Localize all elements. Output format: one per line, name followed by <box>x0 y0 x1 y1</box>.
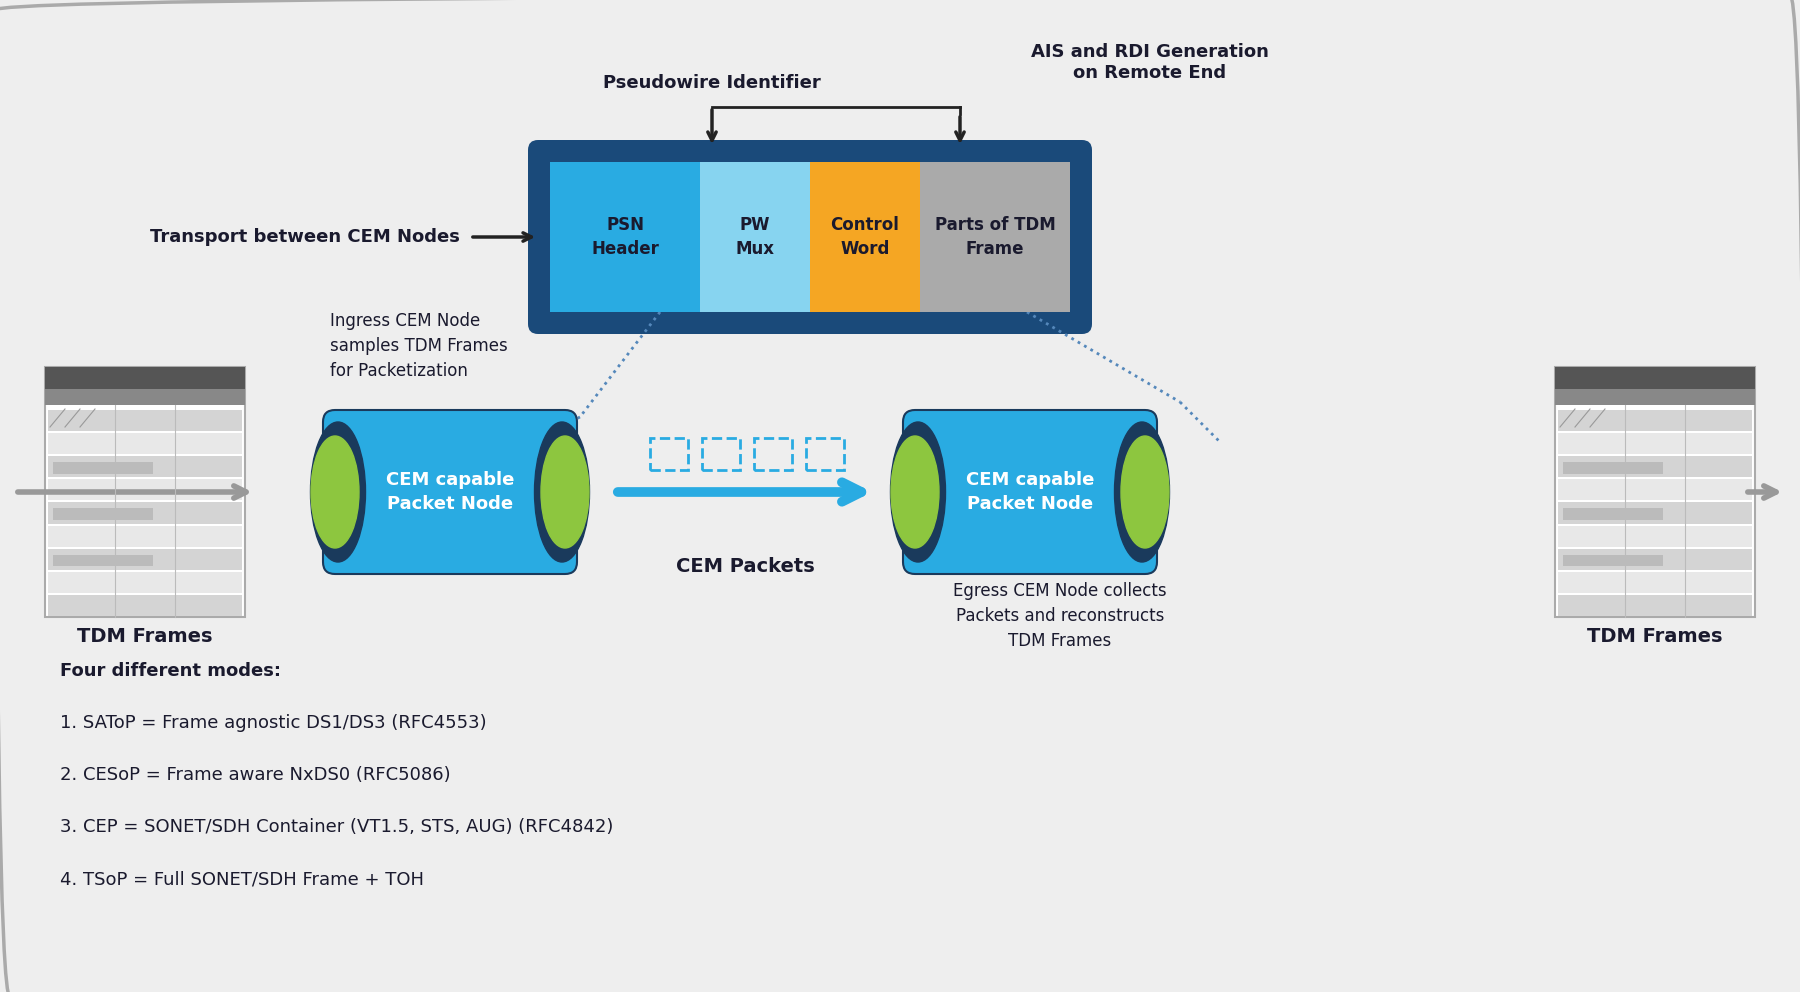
Ellipse shape <box>891 436 940 548</box>
Text: Egress CEM Node collects
Packets and reconstructs
TDM Frames: Egress CEM Node collects Packets and rec… <box>954 582 1166 650</box>
Text: Ingress CEM Node
samples TDM Frames
for Packetization: Ingress CEM Node samples TDM Frames for … <box>329 312 508 380</box>
Bar <box>810 162 920 312</box>
FancyBboxPatch shape <box>1559 549 1751 569</box>
FancyBboxPatch shape <box>1555 367 1755 617</box>
FancyBboxPatch shape <box>1559 456 1751 477</box>
Text: PSN
Header: PSN Header <box>590 216 659 258</box>
FancyBboxPatch shape <box>49 502 241 524</box>
FancyBboxPatch shape <box>1562 508 1663 520</box>
Text: Control
Word: Control Word <box>830 216 900 258</box>
Text: 2. CESoP = Frame aware NxDS0 (RFC5086): 2. CESoP = Frame aware NxDS0 (RFC5086) <box>59 766 450 784</box>
Text: Transport between CEM Nodes: Transport between CEM Nodes <box>149 228 459 246</box>
Ellipse shape <box>311 436 358 548</box>
Bar <box>920 162 1069 312</box>
FancyBboxPatch shape <box>1562 462 1663 474</box>
Bar <box>551 162 700 312</box>
FancyBboxPatch shape <box>322 410 578 574</box>
FancyBboxPatch shape <box>1559 526 1751 547</box>
FancyBboxPatch shape <box>49 434 241 454</box>
Text: PW
Mux: PW Mux <box>736 216 774 258</box>
Bar <box>702 438 740 470</box>
Ellipse shape <box>535 422 590 562</box>
Text: TDM Frames: TDM Frames <box>77 627 212 646</box>
FancyBboxPatch shape <box>1555 389 1755 405</box>
FancyBboxPatch shape <box>1559 479 1751 500</box>
Text: AIS and RDI Generation
on Remote End: AIS and RDI Generation on Remote End <box>1031 44 1269 82</box>
FancyBboxPatch shape <box>52 555 153 566</box>
FancyBboxPatch shape <box>45 367 245 389</box>
Text: CEM Packets: CEM Packets <box>675 557 814 576</box>
FancyBboxPatch shape <box>49 549 241 569</box>
FancyBboxPatch shape <box>52 508 153 520</box>
Text: TDM Frames: TDM Frames <box>1588 627 1723 646</box>
Text: 1. SAToP = Frame agnostic DS1/DS3 (RFC4553): 1. SAToP = Frame agnostic DS1/DS3 (RFC45… <box>59 714 486 732</box>
FancyBboxPatch shape <box>904 410 1157 574</box>
FancyBboxPatch shape <box>52 462 153 474</box>
FancyBboxPatch shape <box>1555 367 1755 389</box>
FancyBboxPatch shape <box>1559 595 1751 616</box>
FancyBboxPatch shape <box>1559 502 1751 524</box>
FancyBboxPatch shape <box>49 526 241 547</box>
Ellipse shape <box>1121 436 1168 548</box>
FancyBboxPatch shape <box>1559 434 1751 454</box>
FancyBboxPatch shape <box>49 595 241 616</box>
FancyBboxPatch shape <box>1559 571 1751 593</box>
FancyBboxPatch shape <box>45 389 245 405</box>
Text: Four different modes:: Four different modes: <box>59 662 281 680</box>
FancyBboxPatch shape <box>49 456 241 477</box>
FancyBboxPatch shape <box>45 367 245 617</box>
Bar <box>650 438 688 470</box>
FancyBboxPatch shape <box>1562 555 1663 566</box>
Ellipse shape <box>542 436 589 548</box>
Text: 3. CEP = SONET/SDH Container (VT1.5, STS, AUG) (RFC4842): 3. CEP = SONET/SDH Container (VT1.5, STS… <box>59 818 614 836</box>
FancyBboxPatch shape <box>1559 410 1751 432</box>
Ellipse shape <box>310 422 365 562</box>
FancyBboxPatch shape <box>49 571 241 593</box>
Ellipse shape <box>891 422 945 562</box>
Bar <box>700 162 810 312</box>
Text: CEM capable
Packet Node: CEM capable Packet Node <box>385 471 515 513</box>
Text: Pseudowire Identifier: Pseudowire Identifier <box>603 74 821 92</box>
FancyBboxPatch shape <box>527 140 1093 334</box>
Text: 4. TSoP = Full SONET/SDH Frame + TOH: 4. TSoP = Full SONET/SDH Frame + TOH <box>59 870 425 888</box>
Bar <box>754 438 792 470</box>
Text: Parts of TDM
Frame: Parts of TDM Frame <box>934 216 1055 258</box>
Ellipse shape <box>1114 422 1170 562</box>
Text: CEM capable
Packet Node: CEM capable Packet Node <box>967 471 1094 513</box>
FancyBboxPatch shape <box>49 479 241 500</box>
Bar <box>806 438 844 470</box>
FancyBboxPatch shape <box>49 410 241 432</box>
